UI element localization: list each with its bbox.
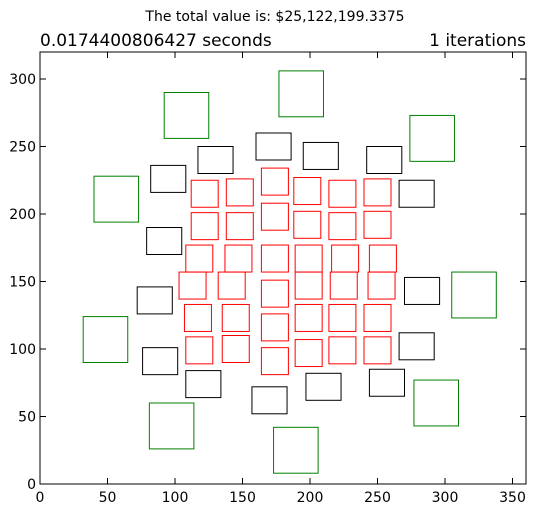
red-rect-2 [260, 167, 289, 196]
y-tick-label-6: 300 [9, 72, 36, 88]
red-rect-12 [185, 244, 214, 273]
black-rect-4 [366, 146, 403, 174]
red-rect-1 [225, 178, 254, 207]
black-rect-12 [305, 372, 342, 401]
x-tick-label-3: 150 [229, 490, 256, 506]
red-rect-26 [260, 313, 289, 342]
red-rect-6 [190, 212, 219, 241]
red-rect-8 [260, 202, 289, 231]
red-rect-13 [224, 244, 253, 273]
red-rect-35 [363, 336, 392, 365]
black-rect-1 [197, 146, 234, 174]
black-rect-10 [398, 332, 435, 361]
red-rect-19 [217, 271, 246, 300]
red-rect-20 [260, 279, 289, 308]
green-rect-0 [163, 92, 210, 139]
green-rect-3 [93, 175, 140, 223]
x-tick-label-6: 300 [432, 490, 459, 506]
green-rect-7 [148, 402, 195, 450]
green-rect-2 [409, 114, 455, 162]
red-rect-3 [293, 177, 322, 206]
red-rect-5 [363, 178, 392, 207]
black-rect-3 [302, 141, 339, 170]
black-rect-13 [368, 368, 405, 397]
red-rect-22 [329, 271, 358, 300]
red-rect-7 [225, 212, 254, 241]
x-tick-label-2: 100 [162, 490, 189, 506]
black-rect-0 [150, 164, 187, 193]
red-rect-11 [363, 210, 392, 239]
red-rect-23 [367, 271, 396, 300]
red-rect-29 [363, 303, 392, 332]
green-rect-8 [273, 426, 319, 474]
x-tick-label-7: 350 [499, 490, 526, 506]
red-rect-25 [221, 303, 250, 332]
red-rect-15 [294, 244, 323, 273]
x-tick-label-0: 0 [36, 490, 45, 506]
red-rect-18 [178, 271, 207, 300]
red-rect-27 [294, 303, 323, 332]
red-rect-32 [260, 347, 289, 376]
red-rect-33 [294, 339, 323, 368]
black-rect-2 [255, 132, 292, 161]
green-rect-1 [278, 70, 325, 118]
red-rect-14 [260, 244, 289, 273]
axis-ticks: 0 50 100 150 200 250 300 350 0 50 100 150 200 250 300 [9, 52, 526, 506]
y-tick-label-3: 150 [9, 275, 36, 291]
red-rect-4 [328, 179, 357, 208]
plot-marks [82, 70, 497, 474]
green-rect-5 [82, 316, 129, 364]
chart-suptitle: The total value is: $25,122,199.3375 [144, 9, 404, 25]
black-rect-11 [185, 370, 222, 399]
green-rect-6 [413, 379, 460, 427]
black-rect-5 [146, 227, 183, 255]
red-rect-0 [190, 179, 219, 208]
black-rect-7 [136, 286, 173, 315]
chart-right-title: 1 iterations [429, 31, 526, 51]
y-tick-label-4: 200 [9, 207, 36, 223]
green-rect-4 [451, 271, 497, 319]
red-rect-21 [294, 271, 323, 300]
y-tick-label-1: 50 [18, 410, 36, 426]
red-rect-31 [221, 335, 250, 363]
black-rect-9 [142, 347, 179, 376]
x-tick-label-5: 250 [364, 490, 391, 506]
chart-left-title: 0.0174400806427 seconds [40, 31, 272, 51]
x-tick-label-4: 200 [297, 490, 324, 506]
y-tick-label-5: 250 [9, 140, 36, 156]
red-rect-16 [331, 244, 360, 273]
red-rect-9 [293, 210, 322, 239]
red-rect-28 [328, 303, 357, 332]
y-tick-label-0: 0 [27, 477, 36, 493]
x-tick-label-1: 50 [99, 490, 117, 506]
black-rect-6 [398, 179, 435, 208]
black-rect-8 [404, 276, 441, 305]
red-rect-17 [368, 244, 397, 273]
y-tick-label-2: 100 [9, 342, 36, 358]
red-rect-30 [185, 336, 214, 365]
red-rect-24 [183, 303, 212, 332]
black-rect-14 [251, 386, 288, 415]
red-rect-34 [328, 336, 357, 365]
red-rect-10 [328, 212, 357, 241]
plot-frame [39, 51, 527, 485]
